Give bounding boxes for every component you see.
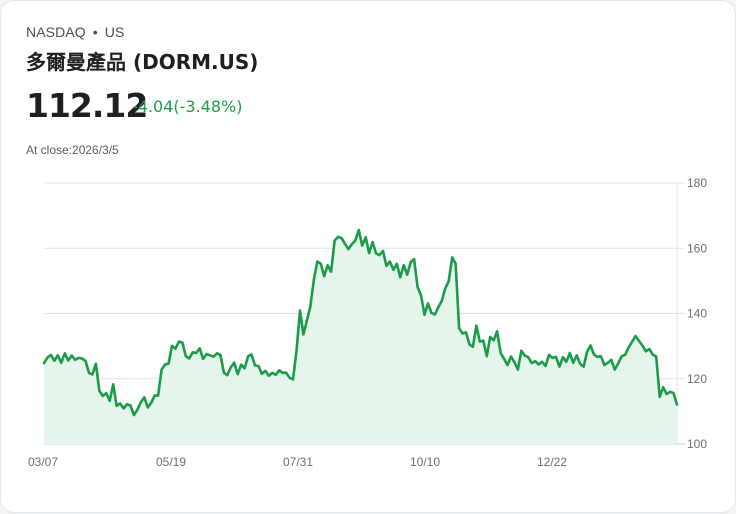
x-tick-label: 03/07	[28, 455, 58, 469]
x-tick-label: 10/10	[410, 455, 440, 469]
y-tick-label: 140	[687, 307, 707, 321]
region-name: US	[104, 24, 125, 40]
x-axis: 03/07 05/19 07/31 10/10 12/22	[28, 455, 567, 469]
exchange-name: NASDAQ	[26, 24, 86, 40]
stock-title: 多爾曼產品 (DORM.US)	[26, 50, 259, 74]
price-change: -4.04(-3.48%)	[132, 97, 243, 116]
close-date: At close:2026/3/5	[26, 143, 119, 157]
x-tick-label: 12/22	[537, 455, 567, 469]
x-tick-label: 07/31	[283, 455, 313, 469]
y-tick-label: 160	[687, 241, 707, 255]
x-tick-label: 05/19	[156, 455, 186, 469]
price-area-fill	[44, 230, 677, 444]
y-tick-label: 100	[687, 437, 707, 451]
price-line	[42, 228, 679, 417]
y-axis: 100 120 140 160 180	[687, 176, 707, 451]
y-tick-label: 120	[687, 372, 707, 386]
current-price: 112.12	[26, 86, 148, 125]
separator-dot: •	[92, 24, 98, 40]
exchange-label: NASDAQ • US	[26, 24, 124, 40]
y-tick-label: 180	[687, 176, 707, 190]
